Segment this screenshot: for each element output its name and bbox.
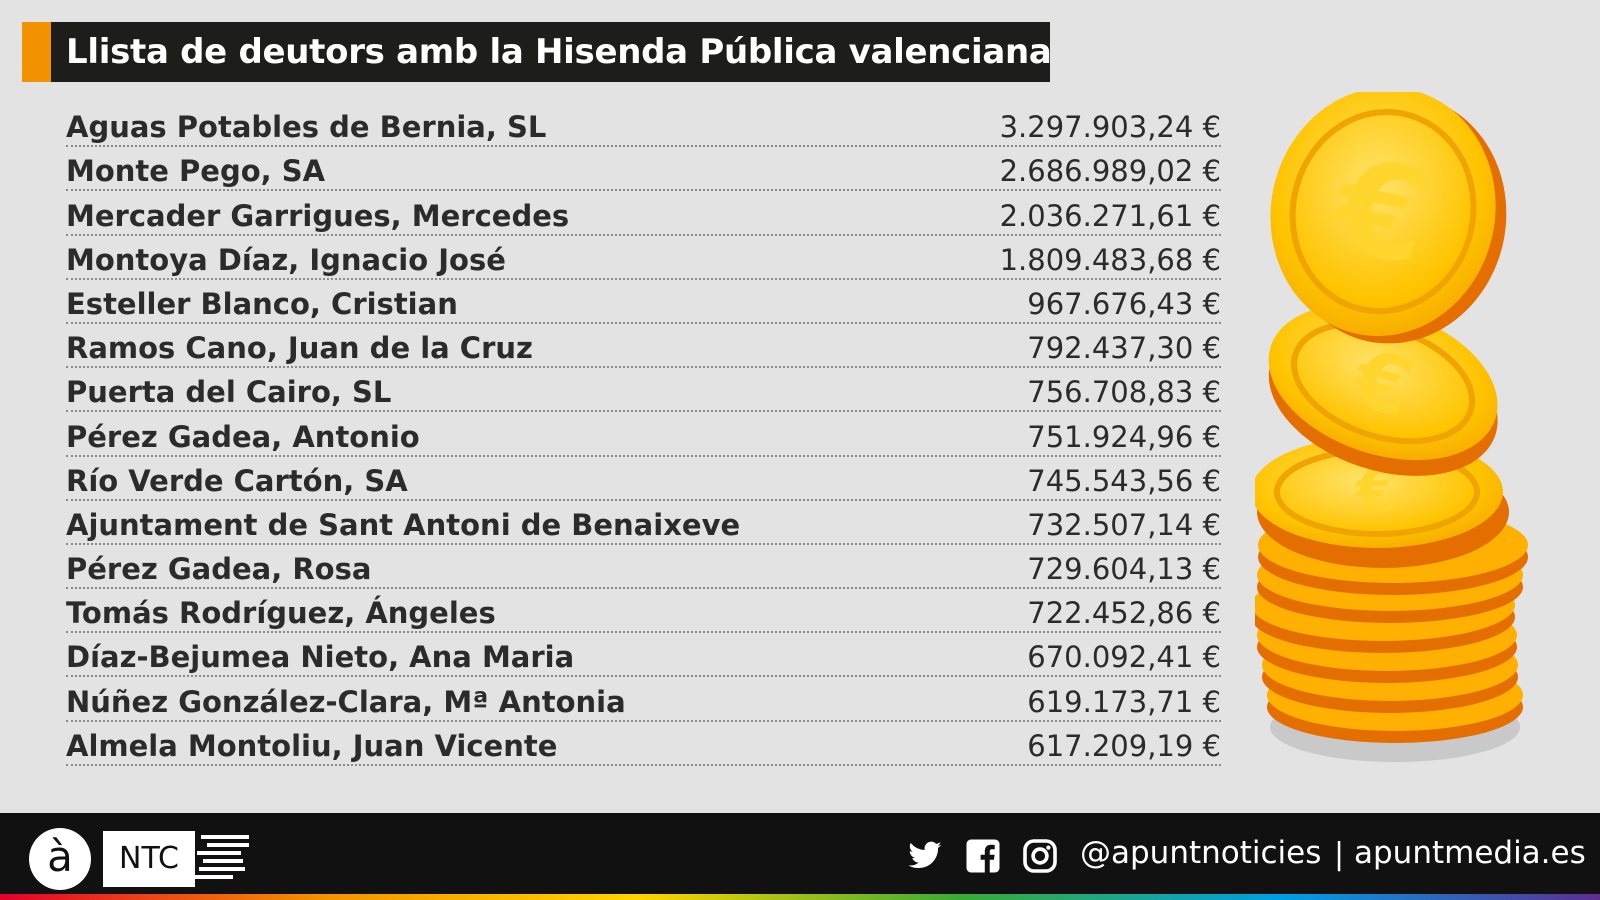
social-handle[interactable]: @apuntnoticies	[1080, 835, 1322, 871]
debtor-row: Puerta del Cairo, SL 756.708,83 €	[66, 368, 1221, 413]
debtor-row: Río Verde Cartón, SA 745.543,56 €	[66, 457, 1221, 501]
ntc-logo: NTC	[103, 831, 195, 887]
footer-bar: à NTC @apuntnoticies | apuntmedia.es	[0, 813, 1600, 900]
debtor-row: Tomás Rodríguez, Ángeles 722.452,86 €	[66, 589, 1221, 634]
debtor-row: Díaz-Bejumea Nieto, Ana Maria 670.092,41 …	[66, 633, 1221, 678]
website-link[interactable]: apuntmedia.es	[1354, 835, 1586, 871]
debtor-name: Ajuntament de Sant Antoni de Benaixeve	[66, 507, 741, 542]
debt-amount: 751.924,96 €	[1027, 419, 1221, 454]
ntc-stripes-icon	[195, 835, 249, 879]
debtor-row: Monte Pego, SA 2.686.989,02 €	[66, 147, 1221, 192]
debtor-row: Pérez Gadea, Rosa 729.604,13 €	[66, 545, 1221, 590]
instagram-icon[interactable]	[1022, 838, 1058, 874]
debt-amount: 2.036.271,61 €	[999, 198, 1221, 233]
page-title: Llista de deutors amb la Hisenda Pública…	[66, 32, 1052, 72]
twitter-icon[interactable]	[905, 838, 945, 874]
debt-amount: 792.437,30 €	[1027, 331, 1221, 366]
rainbow-stripe	[0, 894, 1600, 900]
debtor-row: Mercader Garrigues, Mercedes 2.036.271,61…	[66, 191, 1221, 236]
footer-separator: |	[1334, 837, 1345, 872]
debtor-name: Montoya Díaz, Ignacio José	[66, 242, 506, 277]
debtor-name: Tomás Rodríguez, Ángeles	[66, 596, 496, 631]
debtor-row: Núñez González-Clara, Mª Antonia 619.173,…	[66, 677, 1221, 722]
debt-amount: 745.543,56 €	[1027, 463, 1221, 498]
debtor-row: Pérez Gadea, Antonio 751.924,96 €	[66, 412, 1221, 457]
debtor-name: Díaz-Bejumea Nieto, Ana Maria	[66, 640, 575, 675]
coin-stack-illustration: € € €	[1255, 92, 1528, 762]
debtor-name: Río Verde Cartón, SA	[66, 463, 408, 498]
debt-amount: 732.507,14 €	[1027, 507, 1221, 542]
facebook-icon[interactable]	[965, 838, 1001, 874]
debt-amount: 967.676,43 €	[1027, 286, 1221, 321]
debtor-row: Montoya Díaz, Ignacio José 1.809.483,68 €	[66, 236, 1221, 280]
debtor-row: Aguas Potables de Bernia, SL 3.297.903,24…	[66, 103, 1221, 148]
debt-amount: 729.604,13 €	[1027, 552, 1221, 587]
debtor-name: Almela Montoliu, Juan Vicente	[66, 728, 558, 763]
debt-amount: 3.297.903,24 €	[999, 110, 1221, 145]
debtor-name: Pérez Gadea, Antonio	[66, 419, 420, 454]
debtor-row: Almela Montoliu, Juan Vicente 617.209,19 …	[66, 722, 1221, 766]
debtor-row: Ajuntament de Sant Antoni de Benaixeve 73…	[66, 501, 1221, 545]
debtor-name: Pérez Gadea, Rosa	[66, 552, 372, 587]
debtor-row: Esteller Blanco, Cristian 967.676,43 €	[66, 280, 1221, 324]
debtor-row: Ramos Cano, Juan de la Cruz 792.437,30 €	[66, 324, 1221, 369]
debtor-name: Núñez González-Clara, Mª Antonia	[66, 684, 626, 719]
debtor-list: Aguas Potables de Bernia, SL 3.297.903,24…	[66, 103, 1221, 766]
apunt-logo: à	[29, 828, 91, 890]
debt-amount: 1.809.483,68 €	[999, 242, 1221, 277]
debt-amount: 756.708,83 €	[1027, 375, 1221, 410]
debtor-name: Esteller Blanco, Cristian	[66, 286, 458, 321]
debtor-name: Ramos Cano, Juan de la Cruz	[66, 331, 533, 366]
debt-amount: 617.209,19 €	[1027, 728, 1221, 763]
debtor-name: Aguas Potables de Bernia, SL	[66, 110, 547, 145]
debtor-name: Mercader Garrigues, Mercedes	[66, 198, 570, 233]
debt-amount: 670.092,41 €	[1027, 640, 1221, 675]
debt-amount: 619.173,71 €	[1027, 684, 1221, 719]
title-accent	[22, 22, 51, 82]
debtor-name: Puerta del Cairo, SL	[66, 375, 392, 410]
debt-amount: 2.686.989,02 €	[999, 154, 1221, 189]
debt-amount: 722.452,86 €	[1027, 596, 1221, 631]
title-bar: Llista de deutors amb la Hisenda Pública…	[22, 22, 1052, 82]
debtor-name: Monte Pego, SA	[66, 154, 326, 189]
